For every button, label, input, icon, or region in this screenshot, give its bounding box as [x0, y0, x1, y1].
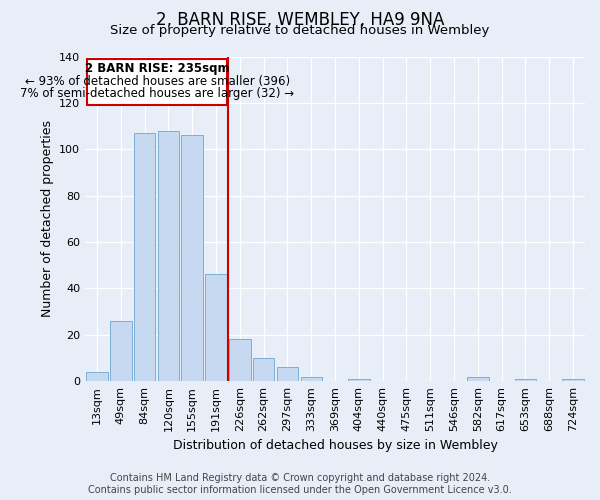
Text: ← 93% of detached houses are smaller (396): ← 93% of detached houses are smaller (39… — [25, 74, 290, 88]
Bar — [277, 368, 298, 381]
Bar — [467, 376, 488, 381]
Bar — [205, 274, 227, 381]
Y-axis label: Number of detached properties: Number of detached properties — [41, 120, 53, 318]
Text: Size of property relative to detached houses in Wembley: Size of property relative to detached ho… — [110, 24, 490, 37]
Text: 2 BARN RISE: 235sqm: 2 BARN RISE: 235sqm — [85, 62, 229, 76]
Text: 7% of semi-detached houses are larger (32) →: 7% of semi-detached houses are larger (3… — [20, 86, 294, 100]
Bar — [86, 372, 107, 381]
Bar — [253, 358, 274, 381]
Bar — [301, 376, 322, 381]
Bar — [348, 379, 370, 381]
Bar — [158, 130, 179, 381]
Bar — [134, 133, 155, 381]
X-axis label: Distribution of detached houses by size in Wembley: Distribution of detached houses by size … — [173, 440, 497, 452]
Text: Contains HM Land Registry data © Crown copyright and database right 2024.
Contai: Contains HM Land Registry data © Crown c… — [88, 474, 512, 495]
Bar — [88, 59, 227, 105]
Text: 2, BARN RISE, WEMBLEY, HA9 9NA: 2, BARN RISE, WEMBLEY, HA9 9NA — [156, 11, 444, 29]
Bar — [181, 136, 203, 381]
Bar — [562, 379, 584, 381]
Bar — [229, 340, 251, 381]
Bar — [515, 379, 536, 381]
Bar — [110, 321, 131, 381]
